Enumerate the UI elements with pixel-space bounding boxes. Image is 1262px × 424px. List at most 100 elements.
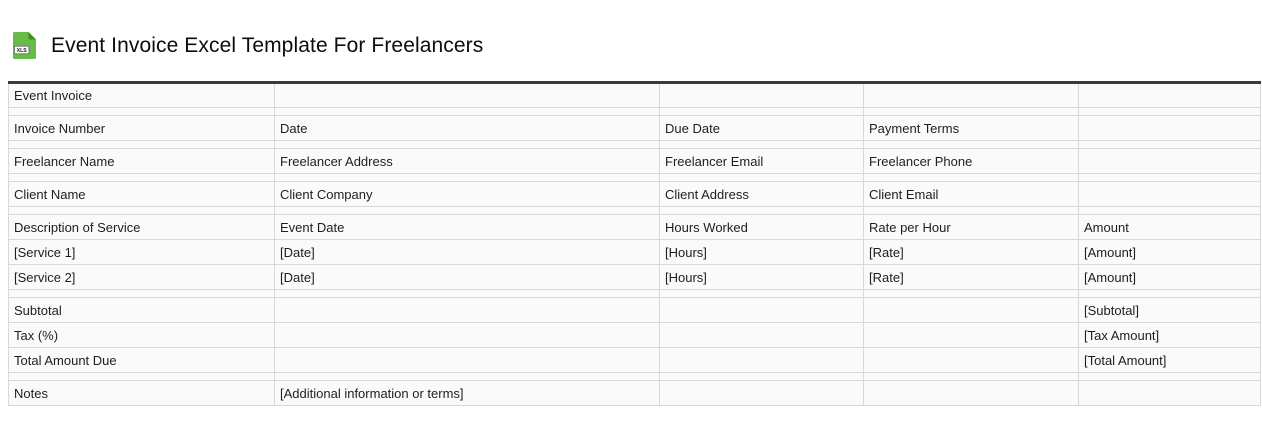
- table-cell: [Subtotal]: [1078, 297, 1261, 323]
- table-cell: [274, 173, 660, 182]
- table-cell: [1078, 107, 1261, 116]
- table-cell: [863, 347, 1079, 373]
- table-cell: [1078, 148, 1261, 174]
- table-cell: [Hours]: [659, 264, 864, 290]
- table-cell: [1078, 173, 1261, 182]
- table-cell: [274, 297, 660, 323]
- table-cell: [274, 140, 660, 149]
- table-cell: [659, 347, 864, 373]
- spacer-row: [8, 107, 1261, 116]
- table-cell: [1078, 289, 1261, 298]
- table-row: [Service 1] [Date] [Hours] [Rate] [Amount]: [8, 239, 1261, 265]
- table-cell: Subtotal: [8, 297, 275, 323]
- table-cell: [863, 372, 1079, 381]
- table-cell: [863, 173, 1079, 182]
- table-cell: [274, 206, 660, 215]
- table-cell: [863, 206, 1079, 215]
- table-cell: [274, 82, 660, 108]
- table-cell: [1078, 372, 1261, 381]
- spacer-row: [8, 289, 1261, 298]
- table-cell: Invoice Number: [8, 115, 275, 141]
- table-cell: [Service 1]: [8, 239, 275, 265]
- table-cell: Client Address: [659, 181, 864, 207]
- table-cell: [863, 297, 1079, 323]
- table-cell: [659, 82, 864, 108]
- table-cell: [659, 297, 864, 323]
- table-cell: Payment Terms: [863, 115, 1079, 141]
- table-cell: Hours Worked: [659, 214, 864, 240]
- table-cell: Due Date: [659, 115, 864, 141]
- table-cell: [Service 2]: [8, 264, 275, 290]
- table-cell: [Date]: [274, 264, 660, 290]
- table-cell: Description of Service: [8, 214, 275, 240]
- table-cell: [1078, 82, 1261, 108]
- table-cell: Total Amount Due: [8, 347, 275, 373]
- table-cell: Event Date: [274, 214, 660, 240]
- table-row: Freelancer Name Freelancer Address Freelan…: [8, 148, 1261, 174]
- table-row: Total Amount Due [Total Amount]: [8, 347, 1261, 373]
- table-row: Subtotal [Subtotal]: [8, 297, 1261, 323]
- table-cell: [863, 380, 1079, 406]
- table-cell: Date: [274, 115, 660, 141]
- table-cell: [Amount]: [1078, 264, 1261, 290]
- table-row: Client Name Client Company Client Address C…: [8, 181, 1261, 207]
- table-cell: [274, 107, 660, 116]
- table-cell: [863, 289, 1079, 298]
- table-cell: [8, 173, 275, 182]
- table-row: Event Invoice: [8, 82, 1261, 108]
- table-cell: Amount: [1078, 214, 1261, 240]
- table-cell: [Rate]: [863, 239, 1079, 265]
- table-cell: [8, 372, 275, 381]
- table-cell: [8, 289, 275, 298]
- invoice-table-body: Event Invoice Invoice Number Date Due Date P…: [8, 82, 1261, 406]
- table-cell: [1078, 140, 1261, 149]
- table-cell: [1078, 181, 1261, 207]
- table-cell: [659, 107, 864, 116]
- table-row: Description of Service Event Date Hours Wo…: [8, 214, 1261, 240]
- table-cell: [1078, 206, 1261, 215]
- table-row: Notes [Additional information or terms]: [8, 380, 1261, 406]
- table-cell: [Additional information or terms]: [274, 380, 660, 406]
- table-cell: Client Company: [274, 181, 660, 207]
- table-cell: [659, 173, 864, 182]
- table-cell: [Amount]: [1078, 239, 1261, 265]
- table-cell: [274, 289, 660, 298]
- spacer-row: [8, 206, 1261, 215]
- table-cell: Tax (%): [8, 322, 275, 348]
- table-cell: Freelancer Name: [8, 148, 275, 174]
- table-cell: Freelancer Phone: [863, 148, 1079, 174]
- table-cell: [274, 322, 660, 348]
- table-cell: [8, 206, 275, 215]
- spacer-row: [8, 140, 1261, 149]
- table-cell: [863, 107, 1079, 116]
- table-cell: Freelancer Address: [274, 148, 660, 174]
- table-cell: [659, 322, 864, 348]
- table-cell: [1078, 115, 1261, 141]
- table-cell: [659, 380, 864, 406]
- table-cell: [Hours]: [659, 239, 864, 265]
- spacer-row: [8, 173, 1261, 182]
- page-title: Event Invoice Excel Template For Freelan…: [51, 33, 484, 57]
- table-cell: Client Email: [863, 181, 1079, 207]
- table-cell: [863, 140, 1079, 149]
- table-row: Invoice Number Date Due Date Payment Terms: [8, 115, 1261, 141]
- table-cell: [659, 289, 864, 298]
- xls-icon-label: XLS: [17, 48, 28, 54]
- table-cell: [1078, 380, 1261, 406]
- table-cell: Freelancer Email: [659, 148, 864, 174]
- table-cell: [Tax Amount]: [1078, 322, 1261, 348]
- table-cell: [274, 347, 660, 373]
- xls-file-icon: XLS: [13, 32, 36, 59]
- table-cell: [8, 140, 275, 149]
- table-cell: [659, 140, 864, 149]
- spacer-row: [8, 372, 1261, 381]
- table-cell: [863, 82, 1079, 108]
- table-cell: Notes: [8, 380, 275, 406]
- table-cell: [659, 372, 864, 381]
- table-cell: [Total Amount]: [1078, 347, 1261, 373]
- table-cell: [Date]: [274, 239, 660, 265]
- table-cell: Rate per Hour: [863, 214, 1079, 240]
- table-cell: [8, 107, 275, 116]
- table-cell: Event Invoice: [8, 82, 275, 108]
- table-cell: Client Name: [8, 181, 275, 207]
